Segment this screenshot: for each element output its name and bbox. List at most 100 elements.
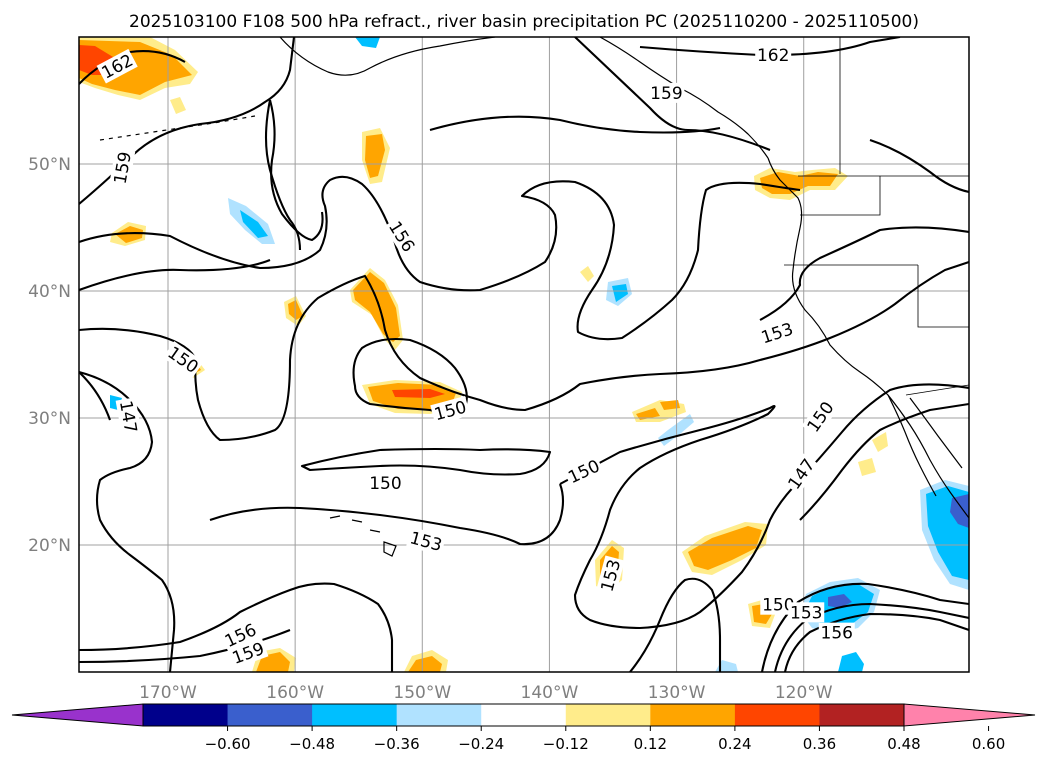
colorbar-extend-low (11, 703, 144, 727)
contour-150-inner-loop (352, 337, 468, 414)
colorbar-tick-label: 0.48 (887, 735, 920, 753)
x-tick-label: 130°W (648, 683, 706, 703)
contour-153-low (773, 602, 969, 672)
shade-negative (838, 652, 864, 672)
y-tick-label: 30°N (28, 409, 71, 429)
shade-negative (612, 284, 628, 302)
contour-150-west (79, 370, 176, 672)
colorbar-segment (819, 704, 905, 726)
contour-label-halo (760, 594, 797, 615)
colorbar-tick-label: −0.36 (374, 735, 420, 753)
x-tick-label: 160°W (266, 683, 324, 703)
contour-east-coast-north (759, 226, 969, 321)
contour-label-halo (162, 341, 204, 379)
contour-label-group: 162 (755, 44, 792, 66)
y-tick-label: 20°N (28, 536, 71, 556)
contour-153 (79, 99, 302, 291)
colorbar-segment (396, 704, 482, 726)
shade-positive (115, 226, 143, 243)
y-tick-label: 40°N (28, 282, 71, 302)
colorbar-extend-high (903, 703, 1036, 727)
colorbar-frame (142, 703, 905, 727)
border-wa-or (800, 176, 881, 216)
contour-147-east (799, 402, 969, 521)
colorbar-tick-label: 0.24 (718, 735, 751, 753)
shade-positive (760, 172, 838, 194)
contour-156-low (760, 582, 969, 672)
axis-labels: 170°W 160°W 150°W 140°W 130°W 120°W 20°N 30°N 40… (28, 155, 833, 703)
shade-positive (660, 400, 680, 410)
coastline-alaska-panhandle (599, 37, 769, 159)
colorbar-segment (565, 704, 651, 726)
shade-positive (408, 656, 442, 672)
coastline-us-west (791, 227, 969, 519)
contour-label-group: 159 (648, 82, 685, 104)
contour-label-group: 153 (596, 555, 625, 596)
contour-156-inner (268, 99, 324, 242)
contour-153-south (209, 483, 565, 546)
contour-label-halo (430, 396, 471, 425)
contour-label-halo (367, 472, 404, 493)
shade-negative (828, 594, 852, 608)
x-tick-label: 120°W (775, 683, 833, 703)
contour-label-halo (227, 637, 269, 669)
colorbar-tick-label: 0.36 (803, 735, 836, 753)
colorbar-segment (734, 704, 820, 726)
shade-positive (365, 134, 385, 178)
y-tick-label: 50°N (28, 155, 71, 175)
contour-label: 153 (790, 603, 822, 623)
map-frame (78, 36, 970, 673)
contour-label-halo (219, 618, 262, 652)
contour-153-mid (79, 261, 969, 442)
contour-156-north (79, 175, 801, 341)
contour-label: 150 (369, 474, 401, 494)
shade-negative (240, 210, 268, 238)
shade-positive (688, 526, 762, 570)
contour-label: 156 (821, 624, 853, 644)
contour-label-halo (755, 44, 792, 65)
contour-label-halo (109, 148, 136, 188)
map-background (79, 37, 969, 672)
x-tick-label: 170°W (139, 683, 197, 703)
contour-150-central (300, 447, 552, 476)
contour-156-south-west (79, 582, 394, 672)
contour-159-east (574, 37, 771, 151)
colorbar-tick-label: −0.24 (458, 735, 504, 753)
contour-label-group: 159 (109, 148, 136, 188)
contour-label-group: 147 (115, 397, 142, 437)
contour-label-halo (648, 82, 685, 103)
contour-label-halo (383, 215, 420, 257)
chart-title: 2025103100 F108 500 hPa refract., river … (129, 12, 919, 32)
colorbar-segment (143, 704, 229, 726)
contour-label-halo (596, 555, 625, 596)
shade-positive (858, 458, 876, 476)
hawaii-islands (329, 515, 397, 557)
x-tick-label: 150°W (393, 683, 451, 703)
contour-label-halo (782, 453, 820, 495)
contour-150-low (783, 612, 969, 672)
colorbar-tick-label: 0.12 (634, 735, 667, 753)
colorbar-segment (481, 704, 567, 726)
colorbar: −0.60 −0.48 −0.36 −0.24 −0.12 0.12 0.24 0.36 0.4… (11, 703, 1036, 753)
shade-positive (392, 389, 445, 398)
colorbar-segment (227, 704, 313, 726)
contour-label-group: 156 (818, 622, 855, 644)
contour-label-group: 153 (788, 602, 825, 623)
contour-label-group: 150 (367, 472, 404, 494)
contour-label-halo (96, 48, 138, 84)
contour-ne-lobe (869, 139, 969, 194)
shade-negative (950, 494, 969, 528)
shade-positive (353, 272, 400, 342)
coastline-alaska (279, 37, 496, 76)
contour-label-halo (406, 526, 447, 556)
colorbar-tick-label: −0.60 (205, 735, 251, 753)
shade-positive (580, 266, 594, 282)
contour-162-west (79, 50, 186, 85)
contour-label-halo (756, 317, 798, 348)
shade-positive (872, 432, 888, 452)
contour-153-southeast (629, 577, 722, 672)
contour-label-group: 153 (406, 526, 447, 556)
colorbar-tick-label: 0.60 (972, 735, 1005, 753)
